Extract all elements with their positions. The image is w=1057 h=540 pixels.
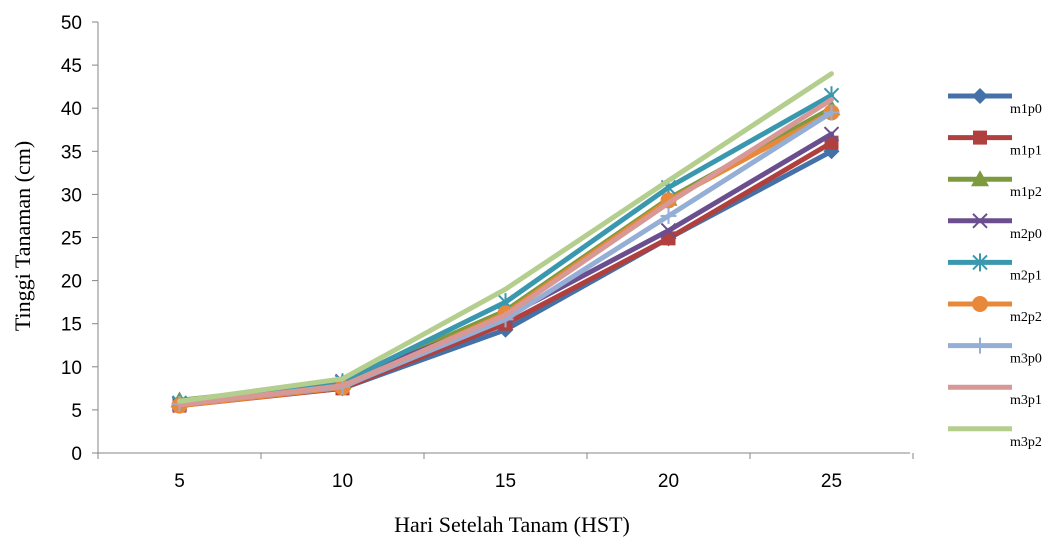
legend-label: m3p0 xyxy=(1010,352,1042,367)
marker-stroke xyxy=(660,222,677,239)
legend-item-m2p0: m2p0 xyxy=(948,213,1042,242)
series-m1p0 xyxy=(171,143,840,413)
x-tick-label: 20 xyxy=(658,471,679,492)
data-point-m3p0 xyxy=(660,207,677,224)
legend-marker xyxy=(972,296,988,312)
x-tick-label: 15 xyxy=(495,471,516,492)
legend-marker xyxy=(973,130,987,145)
legend-marker xyxy=(972,88,988,104)
series-line-m2p1 xyxy=(177,92,834,406)
y-tick-label: 0 xyxy=(71,444,82,465)
y-tick-label: 40 xyxy=(61,99,82,120)
x-tick-label: 10 xyxy=(332,471,353,492)
legend-label: m1p0 xyxy=(1010,102,1042,117)
legend-marker xyxy=(972,253,988,272)
legend-label: m1p1 xyxy=(1010,144,1042,159)
data-point-m1p1 xyxy=(824,135,839,150)
marker-stroke xyxy=(823,126,840,142)
legend-item-m3p0: m3p0 xyxy=(948,337,1042,367)
legend-item-m2p1: m2p1 xyxy=(948,253,1042,283)
series-m3p0 xyxy=(171,104,840,412)
series-m1p1 xyxy=(172,135,839,413)
y-tick-label: 25 xyxy=(61,229,82,250)
legend-item-m2p2: m2p2 xyxy=(948,296,1042,325)
legend-marker xyxy=(972,337,988,354)
legend-marker xyxy=(971,170,989,187)
series-lines xyxy=(170,71,841,414)
legend-label: m2p0 xyxy=(1010,227,1042,242)
legend-marker xyxy=(972,213,988,229)
data-point-m3p0 xyxy=(823,104,840,121)
series-m3p2 xyxy=(177,71,834,404)
legend-label: m1p2 xyxy=(1010,185,1042,200)
legend-label: m2p2 xyxy=(1010,310,1042,325)
series-line-m3p2 xyxy=(177,71,834,404)
legend-item-m1p0: m1p0 xyxy=(948,88,1042,117)
y-tick-label: 50 xyxy=(61,13,82,34)
legend-item-m1p2: m1p2 xyxy=(948,170,1042,200)
data-point-m2p0 xyxy=(660,222,677,239)
legend-label: m2p1 xyxy=(1010,268,1042,283)
legend-item-m1p1: m1p1 xyxy=(948,130,1042,159)
series-line-m3p0 xyxy=(177,110,834,407)
legend-item-m3p2: m3p2 xyxy=(948,426,1042,450)
y-tick-label: 5 xyxy=(71,401,82,422)
y-tick-label: 15 xyxy=(61,315,82,336)
data-point-m2p0 xyxy=(823,126,840,142)
legend-label: m3p2 xyxy=(1010,435,1042,450)
marker-stroke xyxy=(972,213,988,229)
legend-label: m3p1 xyxy=(1010,393,1042,408)
x-tick-label: 5 xyxy=(174,471,185,492)
x-tick-label: 25 xyxy=(821,471,842,492)
x-axis-title: Hari Setelah Tanam (HST) xyxy=(394,512,630,537)
series-m2p2 xyxy=(171,104,840,414)
y-tick-labels: 0 5 10 15 20 25 30 35 40 45 50 xyxy=(61,13,82,465)
y-axis-title: Tinggi Tanaman (cm) xyxy=(10,141,35,331)
y-tick-label: 30 xyxy=(61,185,82,206)
series-line-m3p1 xyxy=(177,97,834,408)
series-line-m1p1 xyxy=(177,140,834,409)
y-tick-label: 45 xyxy=(61,56,82,77)
legend: m1p0 m1p1 m1p2 m2p0 m2p1 m2p2 m3p0 m3p1 m3p2 xyxy=(948,88,1042,450)
y-tick-label: 10 xyxy=(61,358,82,379)
y-tick-label: 35 xyxy=(61,142,82,163)
legend-item-m3p1: m3p1 xyxy=(948,384,1042,408)
axes xyxy=(92,21,914,459)
x-tick-labels: 5 10 15 20 25 xyxy=(174,471,842,492)
y-tick-label: 20 xyxy=(61,272,82,293)
series-line-m2p2 xyxy=(177,110,834,409)
series-m3p1 xyxy=(177,97,834,408)
